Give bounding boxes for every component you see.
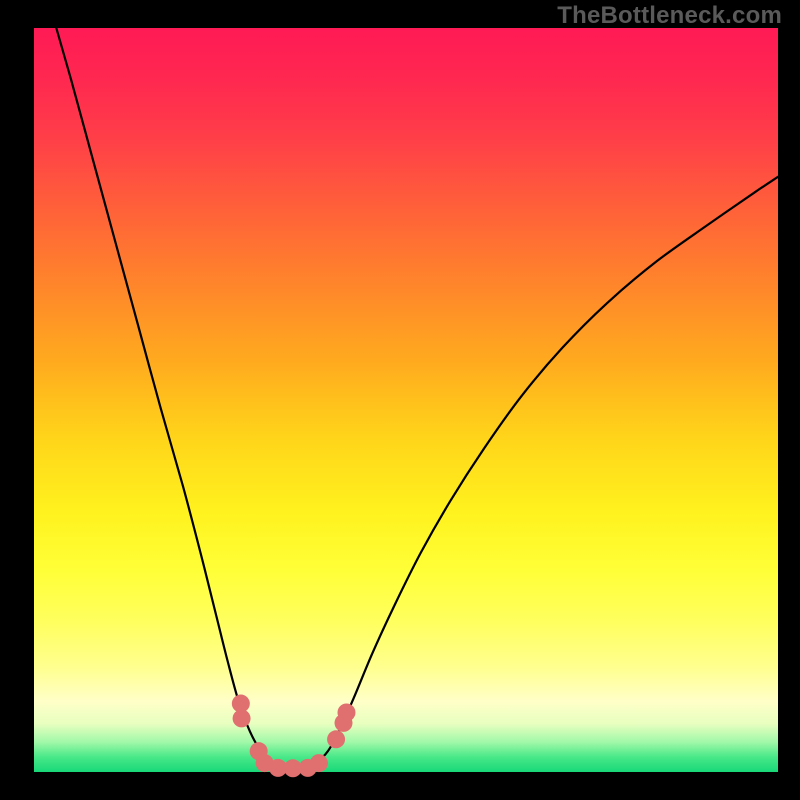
curve-marker [233, 709, 251, 727]
curve-markers [232, 695, 356, 778]
watermark-text: TheBottleneck.com [557, 2, 782, 30]
curve-marker [327, 730, 345, 748]
bottleneck-curve [34, 28, 778, 772]
curve-marker [310, 754, 328, 772]
plot-area [34, 28, 778, 772]
curve-marker [337, 703, 355, 721]
canvas: TheBottleneck.com [0, 0, 800, 800]
